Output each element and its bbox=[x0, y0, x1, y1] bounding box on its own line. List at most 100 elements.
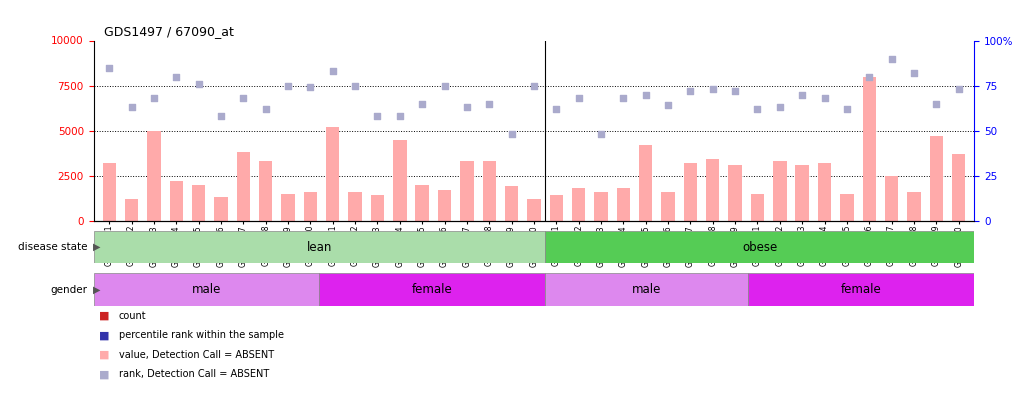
Point bbox=[906, 70, 922, 76]
Point bbox=[123, 104, 139, 111]
Point bbox=[929, 100, 945, 107]
Point bbox=[414, 100, 430, 107]
Bar bbox=[482, 161, 496, 221]
Bar bbox=[259, 161, 273, 221]
Point bbox=[682, 88, 699, 94]
Point bbox=[369, 113, 385, 119]
Point bbox=[459, 104, 475, 111]
Bar bbox=[683, 163, 697, 221]
Text: ▶: ▶ bbox=[93, 285, 100, 294]
Bar bbox=[862, 77, 876, 221]
Bar bbox=[304, 192, 317, 221]
Bar bbox=[749, 273, 974, 306]
Point bbox=[727, 88, 743, 94]
Point bbox=[280, 82, 296, 89]
Point bbox=[145, 95, 162, 101]
Point bbox=[794, 92, 811, 98]
Point bbox=[347, 82, 363, 89]
Bar bbox=[594, 192, 608, 221]
Bar bbox=[773, 161, 786, 221]
Text: disease state: disease state bbox=[18, 242, 87, 252]
Point bbox=[235, 95, 251, 101]
Bar bbox=[706, 160, 719, 221]
Bar bbox=[527, 199, 541, 221]
Bar bbox=[952, 154, 965, 221]
Text: male: male bbox=[192, 283, 221, 296]
Bar bbox=[326, 127, 340, 221]
Bar bbox=[840, 194, 853, 221]
Point bbox=[481, 100, 497, 107]
Point bbox=[526, 82, 542, 89]
Text: ■: ■ bbox=[99, 330, 109, 340]
Point bbox=[861, 73, 878, 80]
Point bbox=[660, 102, 676, 109]
Point bbox=[951, 86, 967, 92]
Point bbox=[190, 81, 206, 87]
Bar bbox=[94, 231, 545, 263]
Bar bbox=[751, 194, 764, 221]
Point bbox=[548, 106, 564, 112]
Bar bbox=[616, 188, 631, 221]
Point bbox=[839, 106, 855, 112]
Bar bbox=[103, 163, 116, 221]
Bar bbox=[94, 273, 319, 306]
Text: GDS1497 / 67090_at: GDS1497 / 67090_at bbox=[104, 26, 234, 38]
Point bbox=[503, 131, 520, 137]
Bar bbox=[147, 130, 161, 221]
Bar bbox=[282, 194, 295, 221]
Text: percentile rank within the sample: percentile rank within the sample bbox=[119, 330, 284, 340]
Text: gender: gender bbox=[51, 285, 87, 294]
Bar bbox=[371, 196, 384, 221]
Point bbox=[302, 84, 318, 91]
Point bbox=[638, 92, 654, 98]
Point bbox=[750, 106, 766, 112]
Bar bbox=[125, 199, 138, 221]
Text: lean: lean bbox=[307, 241, 333, 254]
Bar bbox=[349, 192, 362, 221]
Bar bbox=[930, 136, 943, 221]
Point bbox=[571, 95, 587, 101]
Bar bbox=[460, 161, 474, 221]
Point bbox=[436, 82, 453, 89]
Point bbox=[615, 95, 632, 101]
Point bbox=[392, 113, 408, 119]
Text: ■: ■ bbox=[99, 350, 109, 360]
Text: ▶: ▶ bbox=[93, 242, 100, 252]
Bar bbox=[728, 165, 741, 221]
Point bbox=[213, 113, 229, 119]
Bar bbox=[437, 190, 452, 221]
Point bbox=[705, 86, 721, 92]
Bar bbox=[907, 192, 920, 221]
Bar bbox=[545, 231, 974, 263]
Text: count: count bbox=[119, 311, 146, 321]
Text: ■: ■ bbox=[99, 311, 109, 321]
Point bbox=[884, 55, 900, 62]
Bar bbox=[215, 197, 228, 221]
Text: female: female bbox=[412, 283, 453, 296]
Point bbox=[257, 106, 274, 112]
Bar bbox=[416, 185, 429, 221]
Point bbox=[168, 73, 184, 80]
Bar bbox=[394, 140, 407, 221]
Text: ■: ■ bbox=[99, 369, 109, 379]
Bar bbox=[885, 176, 898, 221]
Bar bbox=[504, 186, 519, 221]
Bar bbox=[545, 273, 749, 306]
Bar bbox=[549, 196, 563, 221]
Bar bbox=[237, 152, 250, 221]
Bar bbox=[795, 165, 809, 221]
Point bbox=[101, 64, 117, 71]
Bar bbox=[192, 185, 205, 221]
Bar bbox=[572, 188, 586, 221]
Text: female: female bbox=[841, 283, 882, 296]
Text: value, Detection Call = ABSENT: value, Detection Call = ABSENT bbox=[119, 350, 275, 360]
Point bbox=[772, 104, 788, 111]
Bar bbox=[661, 192, 674, 221]
Point bbox=[817, 95, 833, 101]
Text: obese: obese bbox=[742, 241, 777, 254]
Bar bbox=[319, 273, 545, 306]
Bar bbox=[170, 181, 183, 221]
Text: rank, Detection Call = ABSENT: rank, Detection Call = ABSENT bbox=[119, 369, 270, 379]
Text: male: male bbox=[633, 283, 661, 296]
Bar bbox=[818, 163, 831, 221]
